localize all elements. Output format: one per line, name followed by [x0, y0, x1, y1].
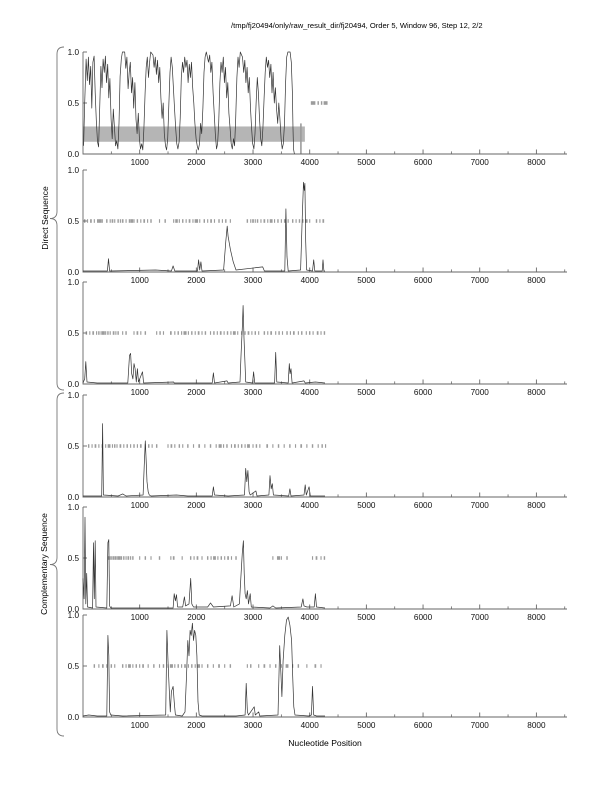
complementary-sequence-brace	[49, 392, 65, 737]
x-tick-label: 1000	[131, 721, 150, 730]
y-tick-label: 0.0	[68, 713, 80, 722]
probability-curve	[83, 423, 325, 497]
orf-marks-row	[87, 444, 327, 448]
x-tick-label: 7000	[471, 388, 490, 397]
panel-direct-2: 0.0 0.5 1.0 1000 2000 3000 4000 5000 6000 7000 800…	[68, 166, 567, 285]
probability-curve	[83, 181, 325, 272]
x-tick-label: 5000	[357, 388, 376, 397]
probability-curve	[82, 516, 326, 609]
x-tick-label: 7000	[471, 276, 490, 285]
orf-marks-row	[83, 219, 325, 223]
x-tick-label: 6000	[414, 388, 433, 397]
y-tick-label: 0.0	[68, 380, 80, 389]
y-tick-label: 1.0	[68, 166, 80, 175]
complementary-sequence-label: Complementary Sequence	[39, 513, 49, 615]
probability-curve	[83, 51, 295, 155]
x-tick-label: 2000	[187, 501, 206, 510]
x-tick-label: 6000	[414, 158, 433, 167]
x-tick-label: 4000	[301, 158, 320, 167]
x-tick-label: 3000	[244, 276, 263, 285]
threshold-band	[83, 126, 305, 142]
x-tick-label: 4000	[301, 276, 320, 285]
panel-direct-1: 0.0 0.5 1.0 1000 2000 3000 4000 5000 6000 7000 800…	[68, 48, 567, 167]
x-tick-label: 5000	[357, 613, 376, 622]
x-tick-label: 2000	[187, 613, 206, 622]
x-tick-label: 7000	[471, 501, 490, 510]
x-tick-label: 4000	[301, 501, 320, 510]
x-tick-label: 4000	[301, 721, 320, 730]
x-tick-label: 2000	[187, 721, 206, 730]
x-tick-label: 1000	[131, 158, 150, 167]
x-tick-label: 3000	[244, 388, 263, 397]
x-tick-label: 8000	[527, 613, 546, 622]
orf-marks-row	[85, 331, 326, 335]
x-tick-label: 2000	[187, 276, 206, 285]
x-tick-label: 1000	[131, 501, 150, 510]
y-tick-label: 0.0	[68, 150, 80, 159]
orf-marks-row	[93, 664, 322, 668]
x-tick-label: 8000	[527, 158, 546, 167]
x-tick-label: 8000	[527, 721, 546, 730]
probability-curve	[82, 616, 325, 717]
y-tick-label: 1.0	[68, 391, 80, 400]
x-tick-label: 4000	[301, 388, 320, 397]
x-tick-label: 3000	[244, 158, 263, 167]
panel-axes	[82, 170, 567, 273]
y-tick-label: 0.0	[68, 493, 80, 502]
direct-sequence-brace	[49, 46, 65, 391]
x-tick-label: 5000	[357, 721, 376, 730]
y-tick-label: 0.5	[68, 442, 80, 451]
x-tick-label: 7000	[471, 158, 490, 167]
x-tick-label: 7000	[471, 721, 490, 730]
x-tick-label: 1000	[131, 388, 150, 397]
panel-complementary-2: 0.0 0.5 1.0 1000 2000 3000 4000 5000 6000 7000 800…	[68, 503, 567, 622]
y-tick-label: 0.5	[68, 99, 80, 108]
x-tick-label: 2000	[187, 388, 206, 397]
y-tick-label: 0.5	[68, 217, 80, 226]
x-tick-label: 3000	[244, 721, 263, 730]
panel-complementary-3: 0.0 0.5 1.0 1000 2000 3000 4000 5000 6000 7000 800…	[68, 611, 567, 730]
x-tick-label: 3000	[244, 613, 263, 622]
panel-complementary-1: 0.0 0.5 1.0 1000 2000 3000 4000 5000 6000 7000 800…	[68, 391, 567, 510]
probability-curve	[82, 305, 326, 384]
y-tick-label: 1.0	[68, 278, 80, 287]
x-tick-label: 8000	[527, 388, 546, 397]
x-tick-label: 6000	[414, 721, 433, 730]
y-tick-label: 0.5	[68, 554, 80, 563]
x-tick-label: 3000	[244, 501, 263, 510]
x-tick-label: 1000	[131, 276, 150, 285]
y-tick-label: 0.5	[68, 662, 80, 671]
x-tick-label: 5000	[357, 276, 376, 285]
x-tick-label: 2000	[187, 158, 206, 167]
x-tick-label: 5000	[357, 501, 376, 510]
x-tick-label: 5000	[357, 158, 376, 167]
y-tick-label: 1.0	[68, 48, 80, 57]
orf-marks-row	[310, 101, 328, 105]
x-axis-title: Nucleotide Position	[288, 738, 362, 748]
x-tick-label: 6000	[414, 276, 433, 285]
y-tick-label: 0.5	[68, 329, 80, 338]
x-tick-label: 7000	[471, 613, 490, 622]
x-tick-label: 6000	[414, 613, 433, 622]
panel-axes	[82, 615, 567, 718]
y-tick-label: 1.0	[68, 611, 80, 620]
direct-sequence-label: Direct Sequence	[40, 186, 50, 250]
figure-title: /tmp/fj20494/only/raw_result_dir/fj20494…	[231, 21, 483, 30]
y-tick-label: 0.0	[68, 268, 80, 277]
x-tick-label: 1000	[131, 613, 150, 622]
y-tick-label: 1.0	[68, 503, 80, 512]
x-tick-label: 8000	[527, 276, 546, 285]
x-tick-label: 6000	[414, 501, 433, 510]
y-tick-label: 0.0	[68, 605, 80, 614]
panel-direct-3: 0.0 0.5 1.0 1000 2000 3000 4000 5000 6000 7000 800…	[68, 278, 567, 397]
x-tick-label: 8000	[527, 501, 546, 510]
orf-marks-row	[107, 556, 326, 560]
x-tick-label: 4000	[301, 613, 320, 622]
